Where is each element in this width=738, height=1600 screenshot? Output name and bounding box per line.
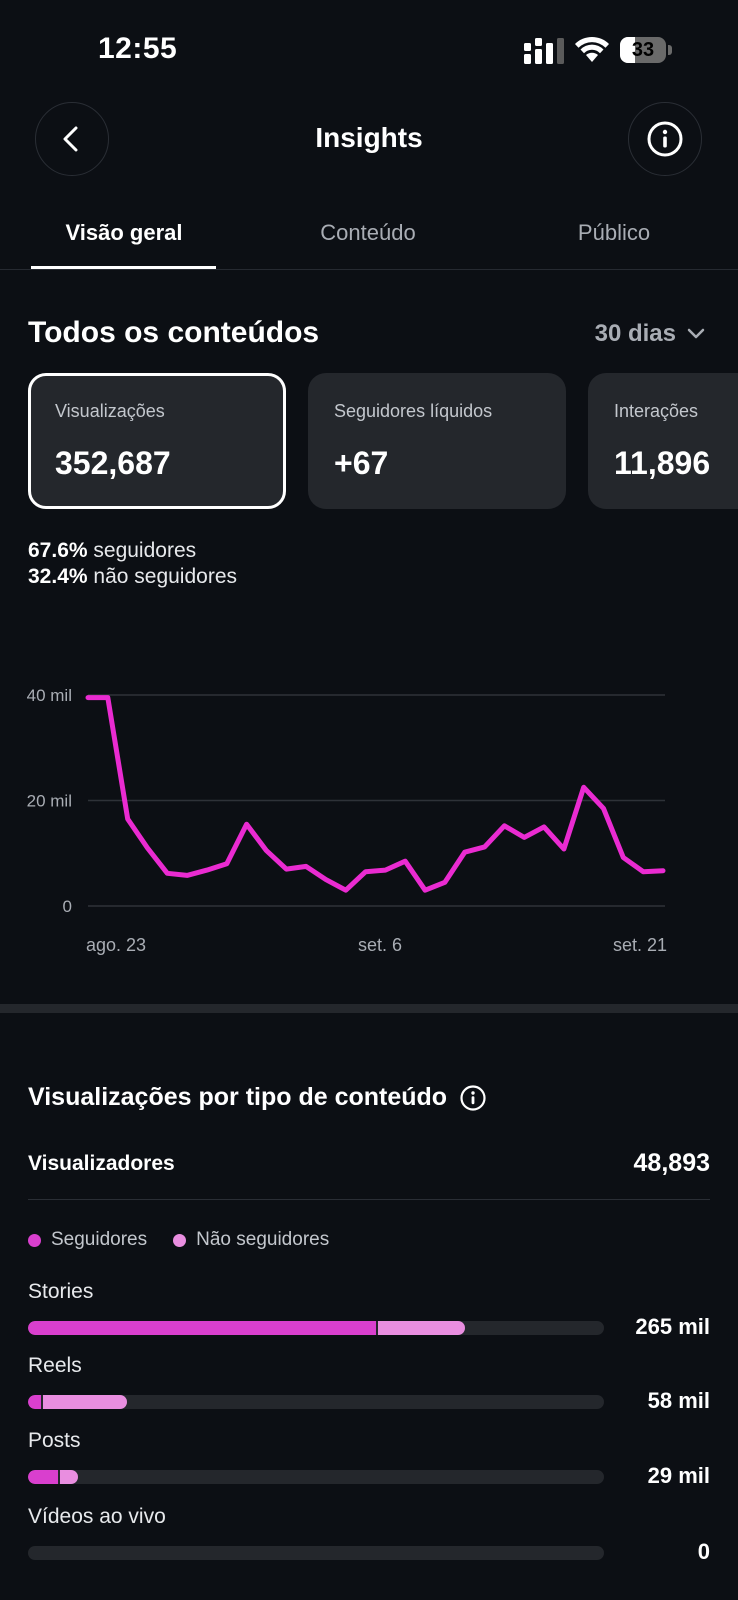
legend-dot (173, 1233, 187, 1247)
metric-value: +67 (334, 445, 389, 481)
non-followers-label: não seguidores (93, 565, 237, 588)
series-line (85, 695, 666, 893)
period-selector[interactable]: 30 dias (595, 320, 706, 348)
followers-segment (28, 1470, 58, 1484)
content-type-value: 58 mil (647, 1388, 710, 1413)
section-divider (0, 1004, 738, 1013)
non-followers-percent: 32.4% (28, 565, 88, 588)
wifi-icon (575, 36, 609, 62)
content-type-label: Reels (28, 1354, 82, 1377)
viewers-value: 48,893 (633, 1149, 710, 1177)
cellular-signal-icon (524, 38, 564, 64)
metric-label: Visualizações (55, 401, 165, 421)
audience-split: 67.6% seguidores 32.4% não seguidores (28, 538, 237, 590)
viewers-label: Visualizadores (28, 1152, 175, 1175)
metric-card-net-followers[interactable]: Seguidores líquidos +67 (308, 373, 566, 509)
metric-card-views[interactable]: Visualizações 352,687 (28, 373, 286, 509)
battery-level: 33 (631, 39, 655, 61)
content-type-label: Stories (28, 1280, 94, 1303)
content-type-bar (28, 1395, 604, 1409)
info-icon (647, 121, 683, 157)
followers-segment (28, 1321, 377, 1335)
page-title: Insights (315, 122, 423, 153)
followers-percent: 67.6% (28, 539, 88, 562)
chevron-down-icon (687, 328, 705, 339)
non-followers-segment (59, 1470, 79, 1484)
content-type-bar (28, 1546, 604, 1560)
content-type-value: 0 (697, 1539, 710, 1564)
battery-icon: 33 (620, 37, 672, 63)
active-tab-indicator (31, 266, 216, 269)
status-time: 12:55 (98, 32, 178, 65)
metric-value: 352,687 (55, 445, 171, 481)
followers-label: seguidores (93, 539, 197, 562)
legend-label: Não seguidores (196, 1229, 330, 1250)
section-title: Todos os conteúdos (28, 316, 320, 349)
legend-item-non-followers: Não seguidores (173, 1229, 329, 1251)
non-followers-segment (42, 1395, 127, 1409)
x-tick-label: set. 21 (613, 935, 667, 955)
divider (28, 1199, 710, 1200)
content-type-bar (28, 1470, 604, 1484)
back-button[interactable] (35, 102, 109, 176)
chevron-left-icon (63, 126, 78, 152)
content-type-title-text: Visualizações por tipo de conteúdo (28, 1083, 448, 1111)
legend: Seguidores Não seguidores (28, 1229, 355, 1251)
info-icon[interactable] (459, 1084, 487, 1112)
followers-segment (28, 1395, 41, 1409)
non-followers-segment (378, 1321, 465, 1335)
metric-card-interactions[interactable]: Interações 11,896 (588, 373, 738, 509)
content-type-title: Visualizações por tipo de conteúdo (28, 1083, 487, 1112)
content-type-label: Posts (28, 1429, 81, 1452)
content-type-value: 29 mil (647, 1463, 710, 1488)
tabs-divider (0, 269, 738, 270)
info-button[interactable] (628, 102, 702, 176)
content-type-value: 265 mil (635, 1314, 710, 1339)
tab-bar: Visão geral Conteúdo Público (0, 210, 738, 270)
views-line-chart: 0 20 mil 40 mil ago. 23 set. 6 set. 21 (27, 686, 667, 955)
legend-item-followers: Seguidores (28, 1229, 147, 1251)
tab-content[interactable]: Conteúdo (320, 220, 416, 245)
content-type-bar (28, 1321, 604, 1335)
legend-label: Seguidores (51, 1229, 148, 1250)
period-label: 30 dias (594, 320, 676, 347)
x-tick-label: ago. 23 (86, 935, 146, 955)
x-tick-label: set. 6 (358, 935, 402, 955)
tab-overview[interactable]: Visão geral (65, 220, 183, 245)
y-tick-label: 0 (63, 897, 72, 916)
metric-value: 11,896 (614, 445, 711, 481)
metric-label: Interações (614, 401, 699, 421)
content-type-label: Vídeos ao vivo (28, 1505, 166, 1528)
y-tick-label: 40 mil (27, 686, 72, 705)
tab-audience[interactable]: Público (577, 220, 651, 245)
status-bar: 12:55 33 (0, 0, 738, 90)
legend-dot (28, 1233, 41, 1247)
y-tick-label: 20 mil (27, 792, 72, 811)
metric-label: Seguidores líquidos (334, 401, 493, 421)
